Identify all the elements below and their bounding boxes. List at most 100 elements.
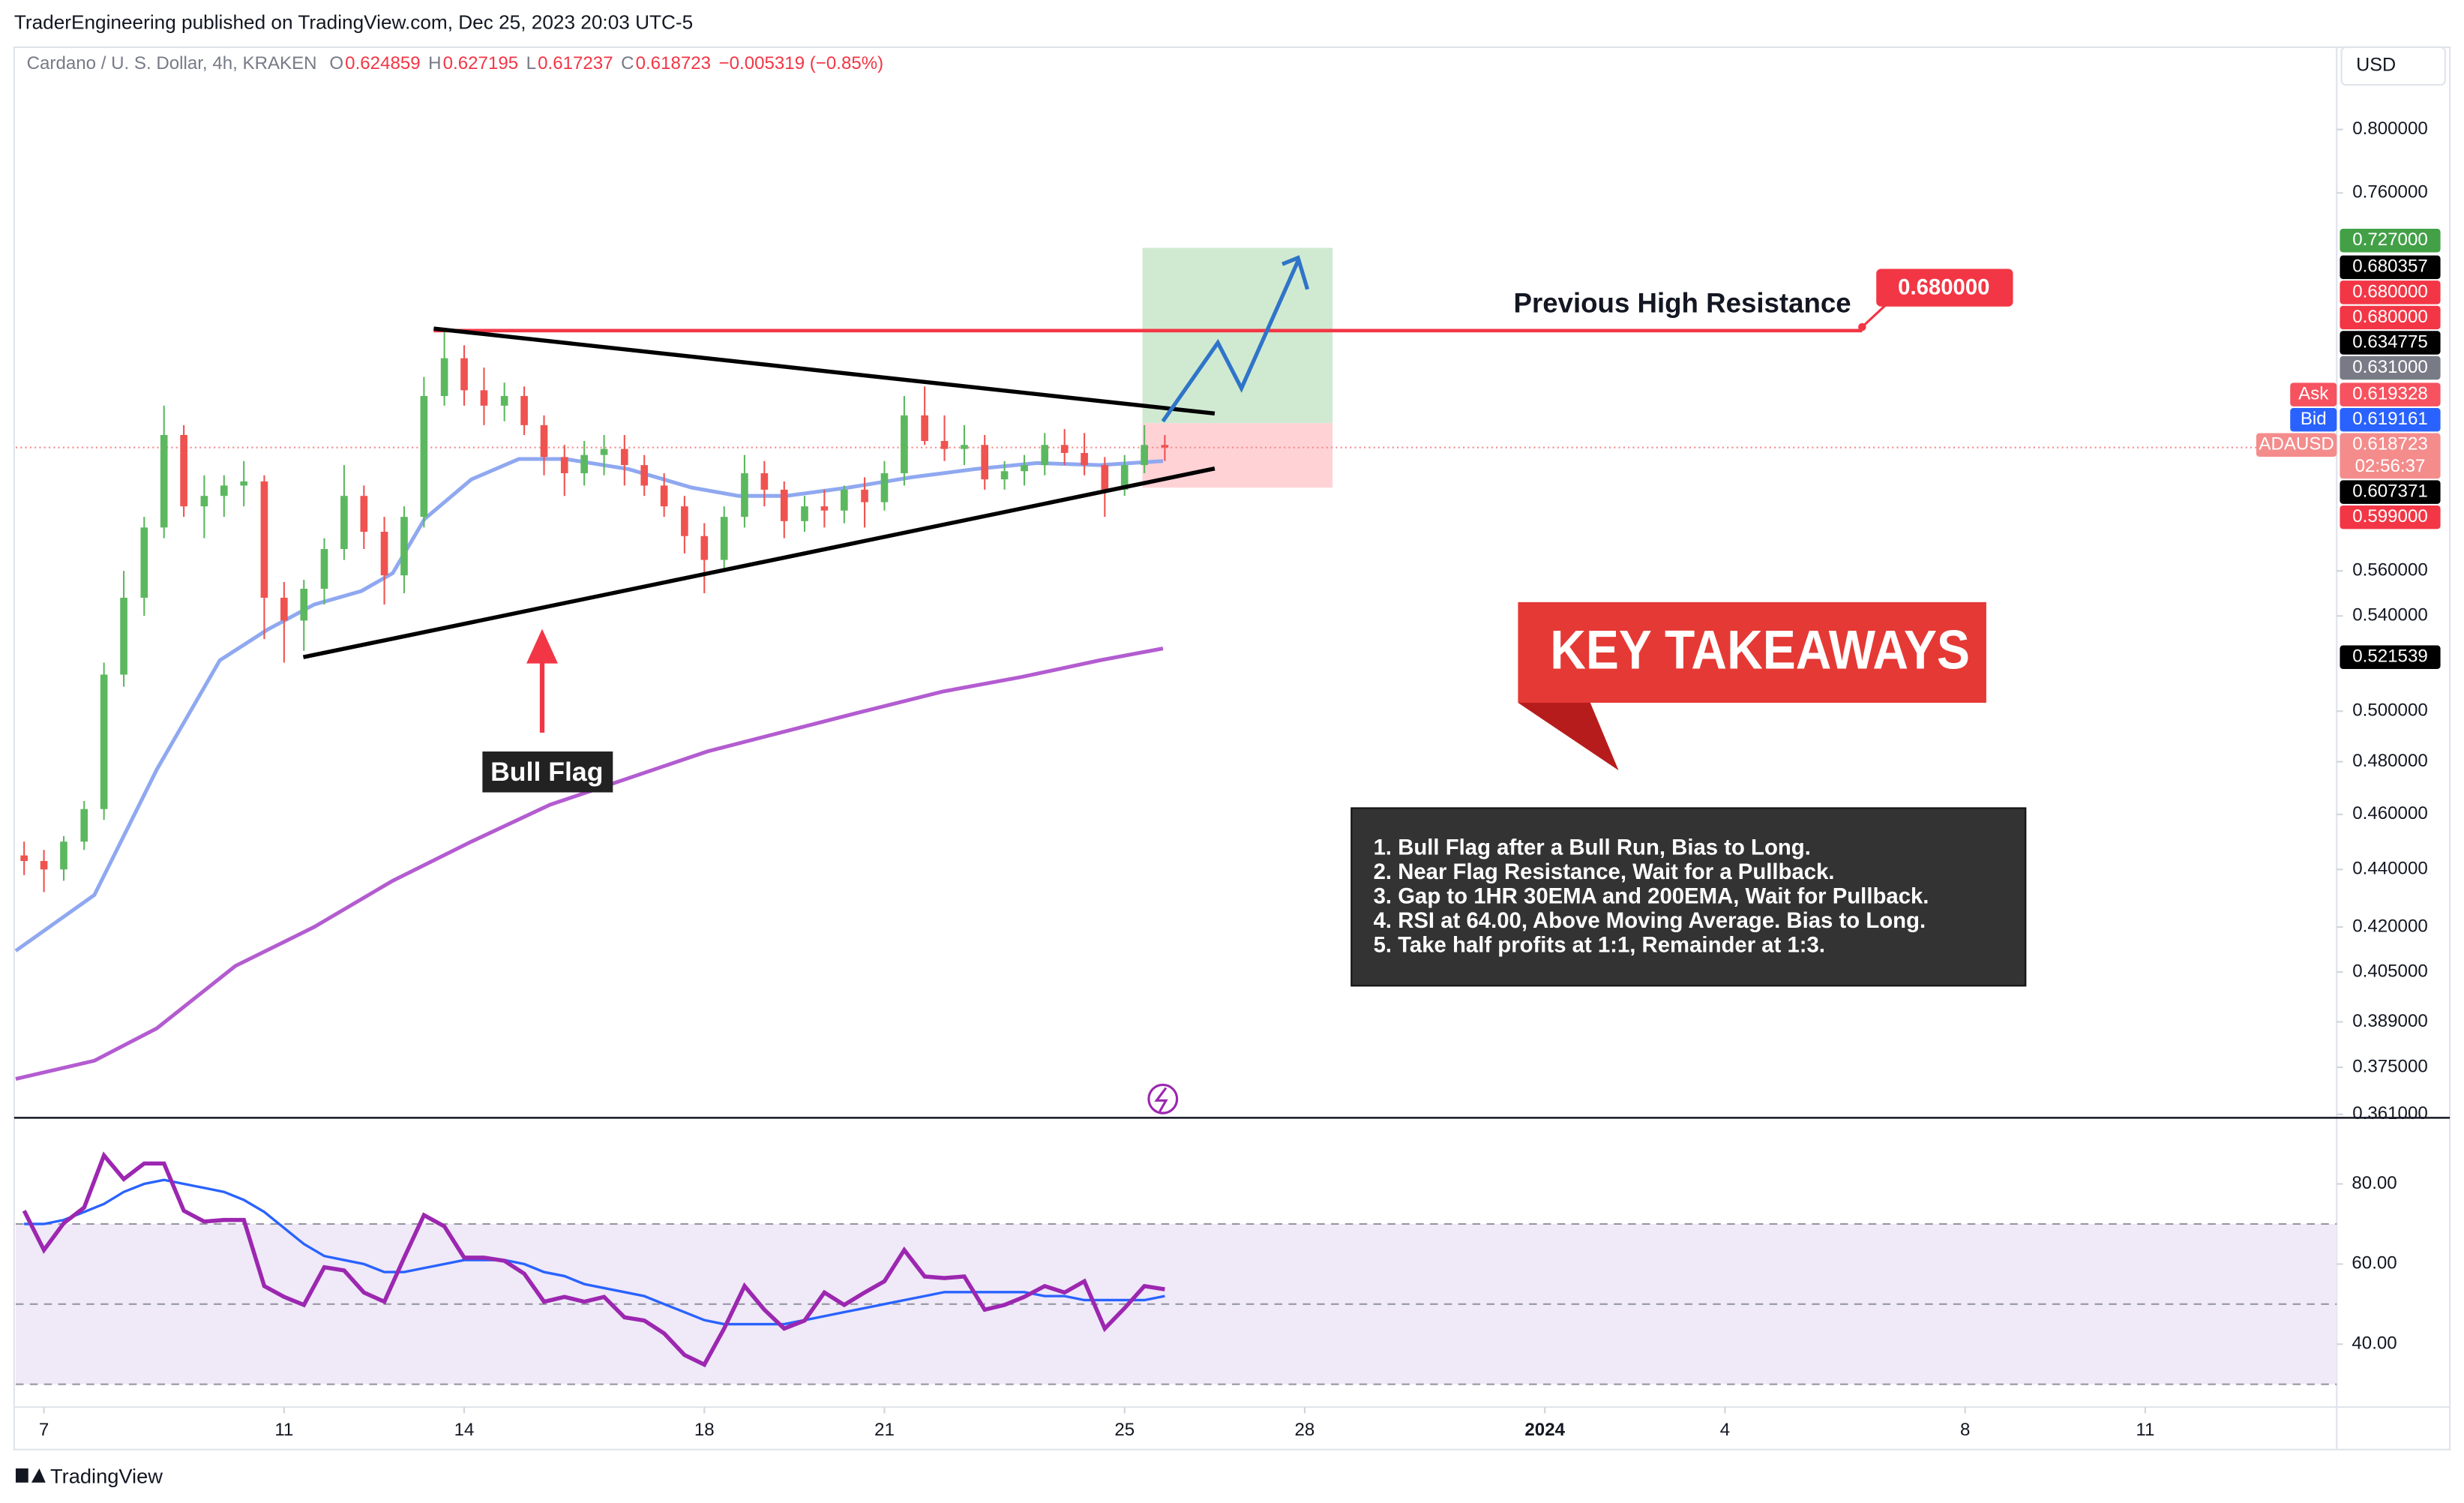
legend-change: −0.005319 (−0.85%) bbox=[719, 53, 884, 74]
candle-body bbox=[540, 424, 548, 458]
candle-body bbox=[180, 435, 187, 507]
x-tick-label: 14 bbox=[454, 1420, 475, 1440]
symbol-legend: Cardano / U. S. Dollar, 4h, KRAKEN O 0.624… bbox=[27, 53, 884, 74]
takeaways-list: 1. Bull Flag after a Bull Run, Bias to L… bbox=[1374, 836, 1929, 958]
candle-body bbox=[880, 472, 889, 502]
candle-body bbox=[300, 588, 308, 621]
candle-body bbox=[700, 536, 709, 560]
x-tick-label: 11 bbox=[274, 1420, 293, 1440]
legend-value: 0.627195 bbox=[443, 53, 518, 74]
price-badge bbox=[2340, 645, 2441, 669]
candle-body bbox=[640, 465, 649, 486]
currency-box[interactable] bbox=[2340, 46, 2446, 86]
resistance-label: Previous High Resistance bbox=[1514, 287, 1851, 318]
events-icon-bolt bbox=[1154, 1087, 1168, 1112]
candle-body bbox=[760, 472, 769, 490]
candle-body bbox=[520, 396, 528, 425]
price-badge-label: 0.618723 bbox=[2352, 434, 2427, 454]
candle-body bbox=[1120, 465, 1129, 490]
y-tick-label: 60.00 bbox=[2352, 1253, 2397, 1274]
price-badge bbox=[2340, 480, 2441, 504]
symbol-name: Cardano / U. S. Dollar, 4h, KRAKEN bbox=[27, 53, 317, 74]
candle-body bbox=[981, 445, 989, 480]
candle-body bbox=[600, 448, 608, 455]
publish-header: TraderEngineering published on TradingVi… bbox=[14, 10, 693, 33]
legend-value: 0.617237 bbox=[538, 53, 613, 74]
candle-body bbox=[720, 517, 728, 560]
candle-body bbox=[1141, 445, 1148, 466]
price-badge-tag-label: ADAUSD bbox=[2259, 434, 2334, 454]
price-badge-label: 0.599000 bbox=[2352, 506, 2427, 526]
y-tick-label: 0.361000 bbox=[2352, 1103, 2427, 1124]
candle-body bbox=[420, 396, 428, 518]
price-badge-tag bbox=[2256, 433, 2337, 457]
y-tick-label: 0.800000 bbox=[2352, 118, 2427, 139]
x-tick-label: 25 bbox=[1114, 1420, 1135, 1440]
candle-body bbox=[220, 485, 228, 496]
y-tick-label: 0.420000 bbox=[2352, 916, 2427, 936]
candle-body bbox=[140, 527, 148, 598]
events-icon[interactable] bbox=[1147, 1083, 1179, 1114]
candle-body bbox=[580, 454, 588, 473]
candle-body bbox=[160, 435, 168, 528]
candle-body bbox=[560, 457, 568, 473]
price-badge bbox=[2340, 382, 2441, 406]
flag-label: Bull Flag bbox=[490, 757, 603, 787]
resistance-callout: 0.680000 bbox=[1898, 274, 1989, 299]
y-tick-label: 0.460000 bbox=[2352, 803, 2427, 824]
legend-value: 0.618723 bbox=[636, 53, 711, 74]
price-badge-tag-label: Ask bbox=[2298, 384, 2329, 404]
candle-body bbox=[940, 440, 949, 449]
currency[interactable]: USD bbox=[2356, 55, 2396, 76]
y-tick-label: 80.00 bbox=[2352, 1173, 2397, 1193]
flag-label-box bbox=[482, 752, 613, 793]
takeaways-title: KEY TAKEAWAYS bbox=[1550, 619, 1970, 680]
legend-key: L bbox=[526, 53, 536, 74]
price-badge-tag bbox=[2290, 407, 2337, 432]
candle-body bbox=[280, 597, 288, 621]
x-tick-label: 8 bbox=[1960, 1420, 1970, 1440]
x-tick-label: 21 bbox=[874, 1420, 895, 1440]
footer-brand: TradingView bbox=[50, 1465, 163, 1488]
takeaway-item: 4. RSI at 64.00, Above Moving Average. B… bbox=[1374, 908, 1926, 933]
price-badge bbox=[2340, 280, 2441, 304]
flag-arrow-head bbox=[526, 628, 558, 664]
y-tick-label: 0.500000 bbox=[2352, 700, 2427, 721]
x-tick-label: 18 bbox=[694, 1420, 715, 1440]
candle-body bbox=[120, 597, 127, 675]
candle-body bbox=[40, 861, 48, 870]
projection-arrow bbox=[1161, 260, 1300, 423]
candle-body bbox=[440, 358, 448, 397]
logo-mark bbox=[31, 1468, 46, 1483]
takeaways-title-box bbox=[1518, 602, 1986, 704]
price-badge-label: 0.680357 bbox=[2352, 256, 2427, 277]
price-badge-label: 0.521539 bbox=[2352, 646, 2427, 667]
moving-average bbox=[14, 457, 1164, 952]
legend-value: 0.624859 bbox=[345, 53, 420, 74]
price-badge-label: 0.727000 bbox=[2352, 230, 2427, 250]
price-badge-label: 0.680000 bbox=[2352, 281, 2427, 302]
candle-body bbox=[1081, 452, 1088, 466]
price-badge-label: 0.619161 bbox=[2352, 409, 2427, 429]
candle-body bbox=[20, 855, 28, 862]
candle-body bbox=[660, 485, 668, 507]
candle-body bbox=[200, 496, 208, 507]
legend-key: O bbox=[329, 53, 343, 74]
chart-frame bbox=[13, 46, 2451, 1450]
y-tick-label: 0.760000 bbox=[2352, 182, 2427, 202]
price-badge-label: 0.619328 bbox=[2352, 384, 2427, 404]
candle-body bbox=[1021, 465, 1028, 472]
price-badge bbox=[2340, 505, 2441, 530]
price-badge-label: 0.631000 bbox=[2352, 357, 2427, 377]
price-badge bbox=[2340, 407, 2441, 432]
candle-body bbox=[961, 445, 968, 449]
takeaway-item: 3. Gap to 1HR 30EMA and 200EMA, Wait for… bbox=[1374, 884, 1929, 909]
takeaway-item: 5. Take half profits at 1:1, Remainder a… bbox=[1374, 933, 1825, 958]
rsi-line bbox=[22, 1151, 1165, 1368]
price-badge bbox=[2340, 305, 2441, 330]
candle-body bbox=[500, 396, 508, 406]
y-tick-label: 0.440000 bbox=[2352, 859, 2427, 879]
y-tick-label: 0.480000 bbox=[2352, 751, 2427, 771]
price-badge bbox=[2340, 433, 2441, 479]
